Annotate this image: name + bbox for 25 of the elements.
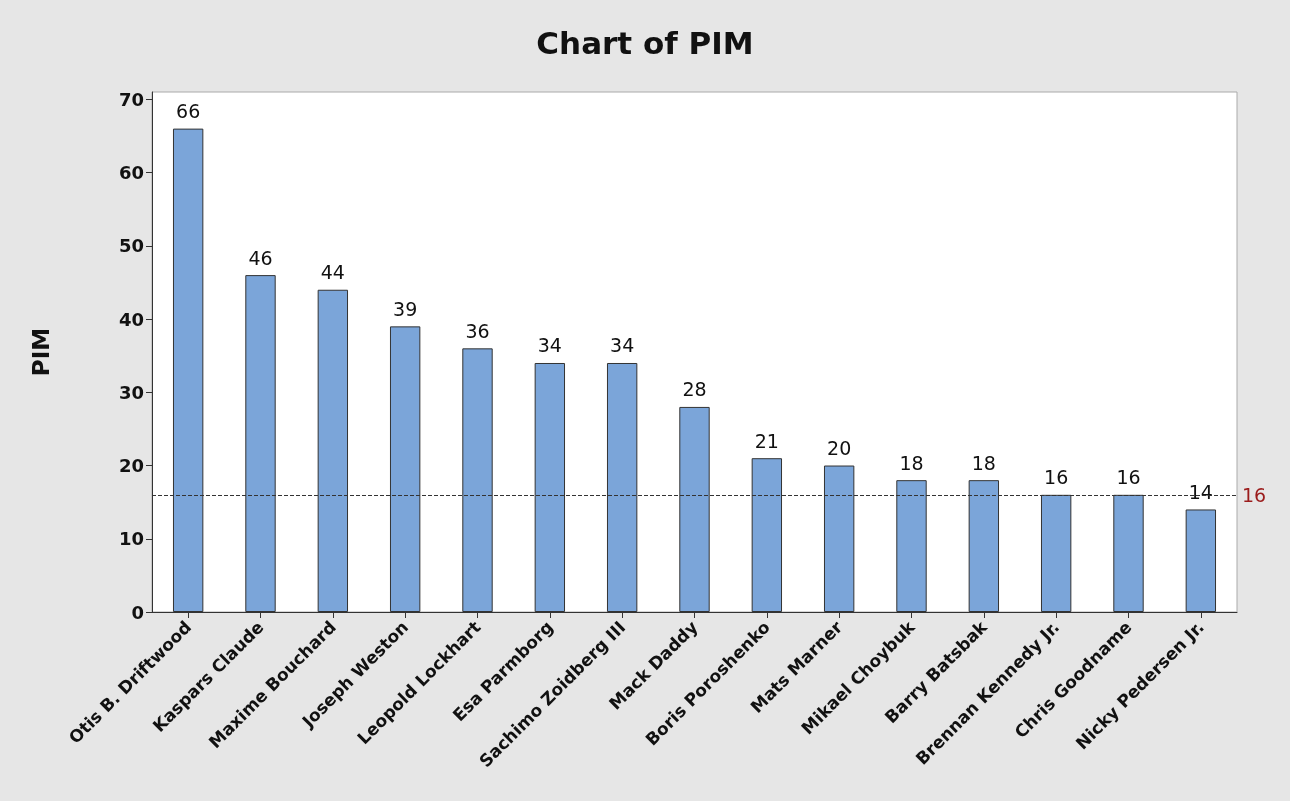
data-label: 34 <box>537 334 562 357</box>
data-label: 36 <box>465 319 490 342</box>
data-label: 18 <box>899 451 924 474</box>
data-label: 34 <box>610 334 635 357</box>
data-label: 16 <box>1044 466 1069 489</box>
y-tick-label: 20 <box>118 455 144 477</box>
data-label: 20 <box>827 437 852 460</box>
chart-title: Chart of PIM <box>536 24 754 61</box>
data-label: 18 <box>971 451 996 474</box>
data-label: 16 <box>1116 466 1141 489</box>
y-tick-label: 70 <box>118 88 144 110</box>
y-tick-label: 0 <box>131 601 144 623</box>
data-label: 39 <box>393 297 418 320</box>
y-axis-title: PIM <box>27 327 54 377</box>
data-label: 46 <box>248 246 273 269</box>
y-tick-label: 10 <box>118 528 144 550</box>
data-label: 28 <box>682 378 707 401</box>
y-tick-label: 40 <box>118 308 144 330</box>
data-label: 66 <box>176 100 201 123</box>
y-tick-label: 50 <box>118 235 144 257</box>
data-label: 44 <box>320 261 345 284</box>
data-label: 21 <box>754 429 779 452</box>
y-tick-label: 60 <box>118 162 144 184</box>
y-tick-label: 30 <box>118 381 144 403</box>
ref-line-label: 16 <box>1242 483 1267 506</box>
